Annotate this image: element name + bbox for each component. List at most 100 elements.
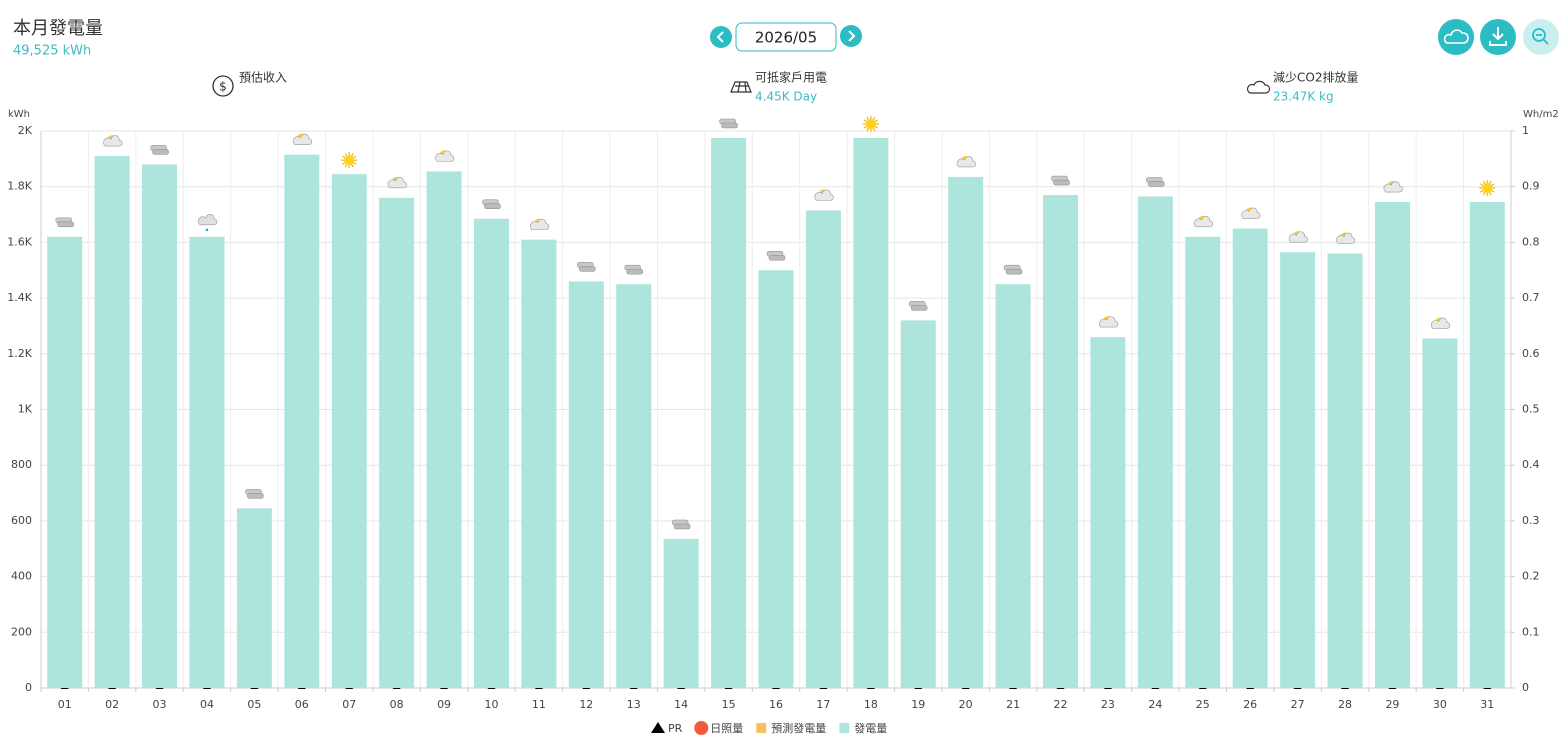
cloud bbox=[1336, 232, 1356, 244]
bar bbox=[663, 539, 699, 688]
x-tick-label: 28 bbox=[1338, 698, 1352, 711]
bar bbox=[1090, 337, 1126, 688]
weather-icon bbox=[198, 214, 218, 232]
y2-tick-label: 0.8 bbox=[1522, 235, 1540, 248]
drop bbox=[205, 228, 209, 232]
cloud bbox=[814, 189, 834, 201]
cloud bbox=[247, 493, 264, 499]
bar bbox=[568, 281, 604, 688]
cloud bbox=[530, 218, 550, 230]
svg-text:$: $ bbox=[219, 80, 227, 94]
x-tick-label: 22 bbox=[1054, 698, 1068, 711]
y2-tick-label: 0.9 bbox=[1522, 180, 1540, 193]
sun bbox=[344, 155, 355, 166]
bar bbox=[1043, 195, 1079, 688]
cloud bbox=[768, 255, 786, 261]
x-tick-label: 09 bbox=[437, 698, 451, 711]
x-tick-label: 19 bbox=[911, 698, 925, 711]
bar bbox=[142, 164, 178, 689]
bar bbox=[284, 154, 320, 689]
bar bbox=[1469, 202, 1505, 688]
bar bbox=[616, 284, 652, 688]
weather-button[interactable] bbox=[1438, 19, 1474, 55]
prev-month[interactable] bbox=[710, 26, 732, 48]
cloud bbox=[198, 214, 218, 226]
co2-icon bbox=[1246, 80, 1271, 94]
sun bbox=[865, 118, 876, 129]
bar bbox=[331, 174, 367, 689]
legend-item: 發電量 bbox=[839, 721, 887, 735]
x-tick-label: 02 bbox=[105, 698, 119, 711]
bar bbox=[1327, 253, 1363, 689]
weather-icon bbox=[150, 145, 169, 155]
cloud bbox=[435, 150, 455, 162]
y2-tick-label: 1 bbox=[1522, 124, 1529, 137]
cloud bbox=[579, 266, 596, 272]
weather-icon bbox=[1051, 175, 1070, 186]
y-tick-label: 2K bbox=[18, 124, 33, 137]
y2-tick-label: 0.1 bbox=[1522, 625, 1540, 638]
x-tick-label: 23 bbox=[1101, 698, 1115, 711]
legend-item: 日照量 bbox=[694, 721, 743, 735]
legend-swatch bbox=[756, 723, 767, 733]
house-icon bbox=[730, 81, 752, 93]
cloud bbox=[911, 305, 928, 311]
y2-tick-label: 0 bbox=[1522, 681, 1529, 694]
bar bbox=[1185, 236, 1221, 688]
weather-icon bbox=[245, 489, 264, 499]
x-tick-label: 13 bbox=[627, 698, 641, 711]
weather-icon bbox=[435, 150, 455, 162]
cloud bbox=[1288, 231, 1308, 243]
x-tick-label: 08 bbox=[390, 698, 404, 711]
x-tick-label: 17 bbox=[816, 698, 830, 711]
next-month[interactable] bbox=[840, 25, 862, 47]
y2-axis-label: Wh/m2 bbox=[1523, 109, 1559, 120]
y-axis-label: kWh bbox=[8, 109, 30, 120]
x-tick-label: 06 bbox=[295, 698, 309, 711]
weather-icon bbox=[1146, 177, 1165, 187]
weather-icon bbox=[292, 133, 313, 145]
zoom-button[interactable] bbox=[1523, 19, 1559, 55]
y-tick-label: 1.2K bbox=[7, 347, 32, 360]
y2-tick-label: 0.6 bbox=[1522, 347, 1540, 360]
legend-label: 發電量 bbox=[854, 721, 887, 735]
weather-icon bbox=[577, 262, 596, 272]
download-button[interactable] bbox=[1480, 19, 1516, 55]
weather-icon bbox=[671, 519, 691, 530]
bar bbox=[948, 176, 984, 688]
weather-icon bbox=[956, 155, 976, 168]
weather-icon bbox=[1003, 264, 1023, 275]
x-tick-label: 30 bbox=[1433, 698, 1447, 711]
weather-icon bbox=[1193, 215, 1213, 228]
stat-label: 減少CO2排放量 bbox=[1273, 70, 1358, 85]
month-box[interactable] bbox=[735, 22, 837, 52]
y2-tick-label: 0.7 bbox=[1522, 291, 1540, 304]
bar bbox=[379, 197, 415, 688]
cloud bbox=[1148, 181, 1165, 187]
stat-label: 預估收入 bbox=[239, 71, 287, 85]
x-tick-label: 01 bbox=[58, 698, 72, 711]
weather-icon bbox=[482, 199, 501, 209]
month: 2026/05 bbox=[755, 29, 817, 47]
cloud bbox=[57, 221, 74, 228]
stat-value: 4.45K Day bbox=[755, 90, 817, 104]
legend-swatch bbox=[839, 723, 850, 733]
bar bbox=[805, 210, 841, 688]
x-tick-label: 21 bbox=[1006, 698, 1020, 711]
cloud bbox=[673, 523, 691, 530]
weather-icon bbox=[624, 264, 643, 275]
x-tick-label: 24 bbox=[1148, 698, 1162, 711]
legend-item: 預測發電量 bbox=[756, 721, 826, 735]
y-tick-label: 0 bbox=[25, 681, 32, 694]
x-tick-label: 14 bbox=[674, 698, 688, 711]
title: 本月發電量 bbox=[13, 18, 103, 39]
bar bbox=[94, 156, 130, 688]
weather-icon bbox=[387, 176, 407, 189]
bar bbox=[473, 218, 509, 689]
weather-icon bbox=[862, 115, 879, 132]
x-tick-label: 05 bbox=[247, 698, 261, 711]
bar bbox=[853, 137, 889, 688]
stat-value: 23.47K kg bbox=[1273, 90, 1334, 104]
